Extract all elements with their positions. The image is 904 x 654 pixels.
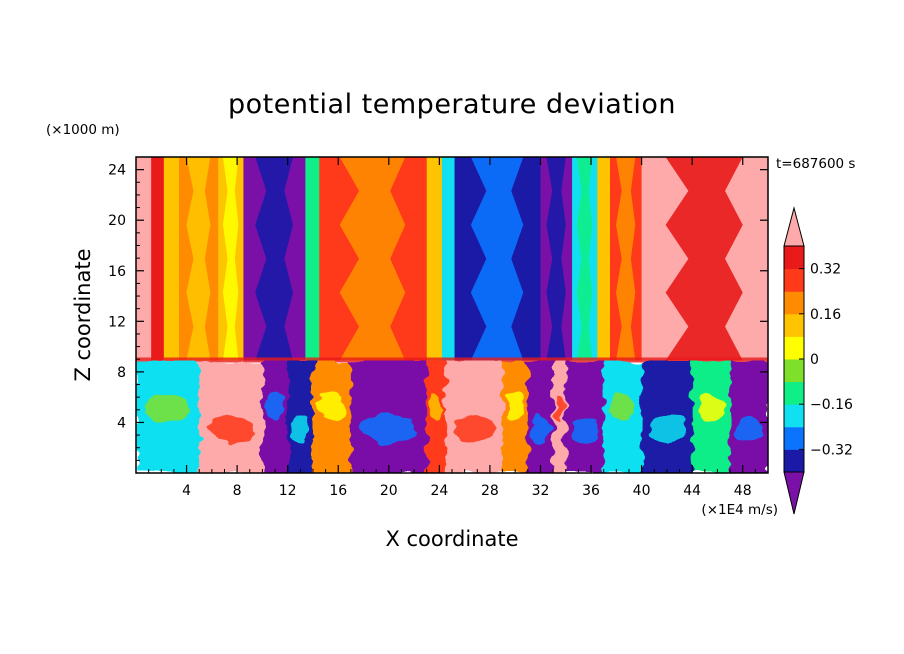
colorbar: 0.32 0.16 0 −0.16 −0.32 <box>783 206 853 515</box>
lower-swirl-1 <box>208 414 253 443</box>
colorbar-bin-6 <box>784 313 804 337</box>
y-tick-label: 12 <box>108 314 126 330</box>
colorbar-bin-3 <box>784 381 804 405</box>
upper-column-band-10 <box>470 157 524 361</box>
colorbar-bin-9 <box>784 246 804 270</box>
lower-swirl-10 <box>555 392 564 421</box>
y-tick-label: 24 <box>108 163 126 179</box>
chart-title: potential temperature deviation <box>228 89 676 120</box>
y-tick-label: 16 <box>108 264 126 280</box>
y-tick-label: 4 <box>117 415 126 431</box>
colorbar-bin-0 <box>784 449 804 473</box>
colorbar-tick-label: 0.32 <box>810 262 841 278</box>
colorbar-bin-2 <box>784 404 804 428</box>
upper-column-0 <box>136 157 152 361</box>
x-tick-label: 48 <box>734 483 752 499</box>
upper-column-band-14 <box>616 157 636 361</box>
lower-swirl-9 <box>531 414 550 443</box>
lower-swirl-6 <box>429 392 443 421</box>
colorbar-top-extension <box>783 206 805 247</box>
x-tick-label: 36 <box>582 483 600 499</box>
lower-swirl-4 <box>318 392 346 421</box>
x-tick-label: 28 <box>481 483 499 499</box>
lower-swirl-3 <box>291 414 310 443</box>
upper-column-2 <box>163 157 180 361</box>
colorbar-bin-8 <box>784 268 804 292</box>
interface-band <box>136 357 768 363</box>
upper-column-band-11 <box>546 157 566 361</box>
upper-column-band-4 <box>222 157 239 361</box>
lower-swirl-7 <box>454 414 495 443</box>
colorbar-tick-label: 0 <box>810 352 819 368</box>
y-unit-label: (×1000 m) <box>46 122 120 138</box>
upper-column-band-3 <box>186 157 211 361</box>
colorbar-bin-1 <box>784 426 804 450</box>
x-tick-label: 44 <box>683 483 701 499</box>
x-tick-label: 8 <box>233 483 242 499</box>
lower-swirl-14 <box>697 392 725 421</box>
lower-swirl-8 <box>506 392 525 421</box>
colorbar-bin-4 <box>784 359 804 383</box>
lower-swirl-0 <box>145 392 190 421</box>
x-tick-label: 4 <box>182 483 191 499</box>
upper-column-6 <box>305 157 320 361</box>
upper-column-1 <box>151 157 165 361</box>
lower-swirl-15 <box>735 414 763 443</box>
upper-column-13 <box>597 157 611 361</box>
upper-layer <box>136 157 768 363</box>
colorbar-bin-5 <box>784 336 804 360</box>
upper-column-band-15 <box>665 157 743 361</box>
colorbar-bin-7 <box>784 291 804 315</box>
upper-column-band-5 <box>255 157 293 361</box>
y-axis: 4 8 12 16 20 24 <box>108 163 768 461</box>
y-tick-label: 20 <box>108 213 126 229</box>
upper-column-9 <box>441 157 456 361</box>
lower-layer <box>136 360 768 473</box>
x-axis: 4 8 12 16 20 24 28 32 36 40 44 48 <box>148 157 756 499</box>
x-axis-label: X coordinate <box>385 527 518 551</box>
time-label: t=687600 s <box>776 156 855 172</box>
lower-swirl-11 <box>571 414 598 443</box>
upper-column-band-7 <box>339 157 406 361</box>
x-tick-label: 24 <box>430 483 448 499</box>
lower-swirl-2 <box>266 392 284 421</box>
colorbar-tick-label: −0.16 <box>810 397 853 413</box>
x-unit-label: (×1E4 m/s) <box>701 502 778 518</box>
upper-column-band-12 <box>576 157 593 361</box>
colorbar-tick-label: 0.16 <box>810 307 841 323</box>
contour-field <box>136 157 768 473</box>
upper-column-8 <box>426 157 443 361</box>
x-tick-label: 20 <box>380 483 398 499</box>
x-tick-label: 12 <box>279 483 297 499</box>
x-tick-label: 40 <box>633 483 651 499</box>
x-tick-label: 32 <box>532 483 550 499</box>
x-tick-label: 16 <box>329 483 347 499</box>
lower-swirl-13 <box>649 414 685 443</box>
colorbar-bottom-extension <box>783 471 805 515</box>
y-axis-label: Z coordinate <box>71 248 95 381</box>
lower-swirl-12 <box>609 392 636 421</box>
colorbar-tick-label: −0.32 <box>810 442 853 458</box>
lower-swirl-5 <box>362 414 416 443</box>
y-tick-label: 8 <box>117 365 126 381</box>
